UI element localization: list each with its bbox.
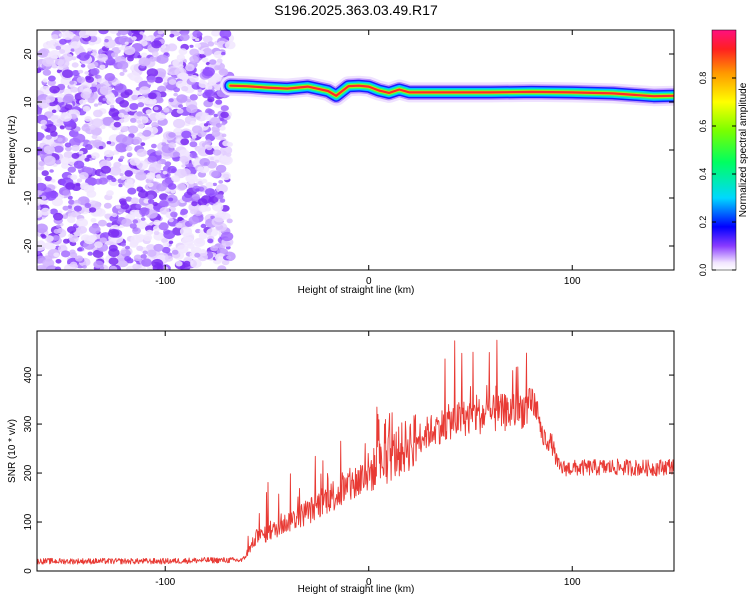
y-tick-label: 300 xyxy=(23,415,34,432)
x-tick-label: 0 xyxy=(366,577,372,588)
y-tick-label: 100 xyxy=(23,513,34,530)
colorbar-tick-label: 0.4 xyxy=(698,168,708,181)
y-tick-label: 400 xyxy=(23,366,34,383)
colorbar-tick-label: 0.2 xyxy=(698,216,708,229)
ridge-band xyxy=(220,75,674,107)
y-tick-label: 10 xyxy=(23,96,34,108)
y-tick-label: 20 xyxy=(23,48,34,60)
spectrogram-y-label: Frequency (Hz) xyxy=(7,116,18,185)
snr-plot-area xyxy=(37,339,674,565)
spectrogram-plot-area xyxy=(37,30,674,270)
colorbar-tick-label: 0.8 xyxy=(698,72,708,85)
x-tick-label: 100 xyxy=(564,577,581,588)
snr-axes: -100 0 100 0 100 200 300 400 xyxy=(23,331,674,588)
noise-region xyxy=(37,30,236,270)
x-tick-label: 0 xyxy=(366,276,372,287)
snr-panel: -100 0 100 0 100 200 300 400 Height of straight… xyxy=(7,330,675,595)
snr-series-line xyxy=(37,339,674,565)
x-tick-label: -100 xyxy=(155,577,175,588)
y-tick-label: -10 xyxy=(23,190,34,205)
colorbar: 0.0 0.2 0.4 0.6 0.8 Normalized spectral ampl… xyxy=(698,29,749,277)
y-tick-label: -20 xyxy=(23,238,34,253)
colorbar-gradient xyxy=(711,29,737,271)
colorbar-axes: 0.0 0.2 0.4 0.6 0.8 xyxy=(698,72,736,277)
spectrogram-x-label: Height of straight line (km) xyxy=(298,285,415,296)
x-tick-label: 100 xyxy=(564,276,581,287)
chart-title: S196.2025.363.03.49.R17 xyxy=(274,2,438,18)
colorbar-tick-label: 0.0 xyxy=(698,264,708,277)
y-tick-label: 0 xyxy=(23,568,34,574)
x-tick-label: -100 xyxy=(155,276,175,287)
snr-x-label: Height of straight line (km) xyxy=(298,584,415,595)
y-tick-label: 0 xyxy=(23,147,34,153)
snr-y-label: SNR (10 * v/v) xyxy=(7,419,18,483)
colorbar-label: Normalized spectral amplitude xyxy=(738,82,749,217)
snr-frame xyxy=(36,330,675,572)
y-tick-label: 200 xyxy=(23,464,34,481)
colorbar-tick-label: 0.6 xyxy=(698,120,708,133)
